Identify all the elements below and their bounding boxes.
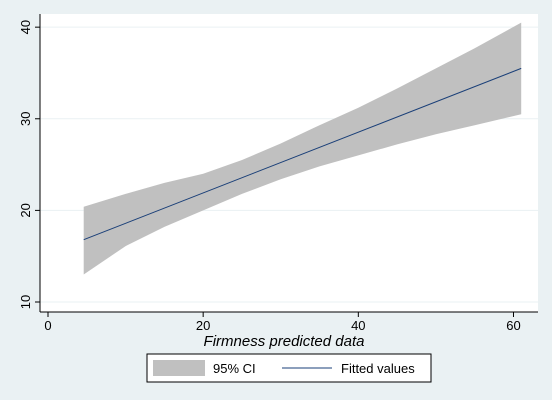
axes [39,14,538,313]
legend: 95% CI Fitted values [146,353,432,383]
y-tick-label-20: 20 [18,203,33,217]
y-tick-label-40: 40 [18,20,33,34]
x-tick-label-0: 0 [44,318,51,333]
x-tick-label-60: 60 [506,318,520,333]
fitted-line-layer [83,67,522,241]
ci-band [83,22,522,275]
legend-label-ci: 95% CI [213,361,256,376]
y-tick-label-10: 10 [18,295,33,309]
ci-band-layer [83,22,522,275]
x-tick-label-40: 40 [351,318,365,333]
fitted-line [83,67,522,241]
x-axis-title: Firmness predicted data [204,333,365,350]
y-tick-label-30: 30 [18,112,33,126]
legend-label-fitted: Fitted values [341,361,415,376]
tick-layer: 10 20 30 40 0 20 40 60 [18,20,521,333]
legend-swatch-ci [153,360,205,376]
x-tick-label-20: 20 [196,318,210,333]
